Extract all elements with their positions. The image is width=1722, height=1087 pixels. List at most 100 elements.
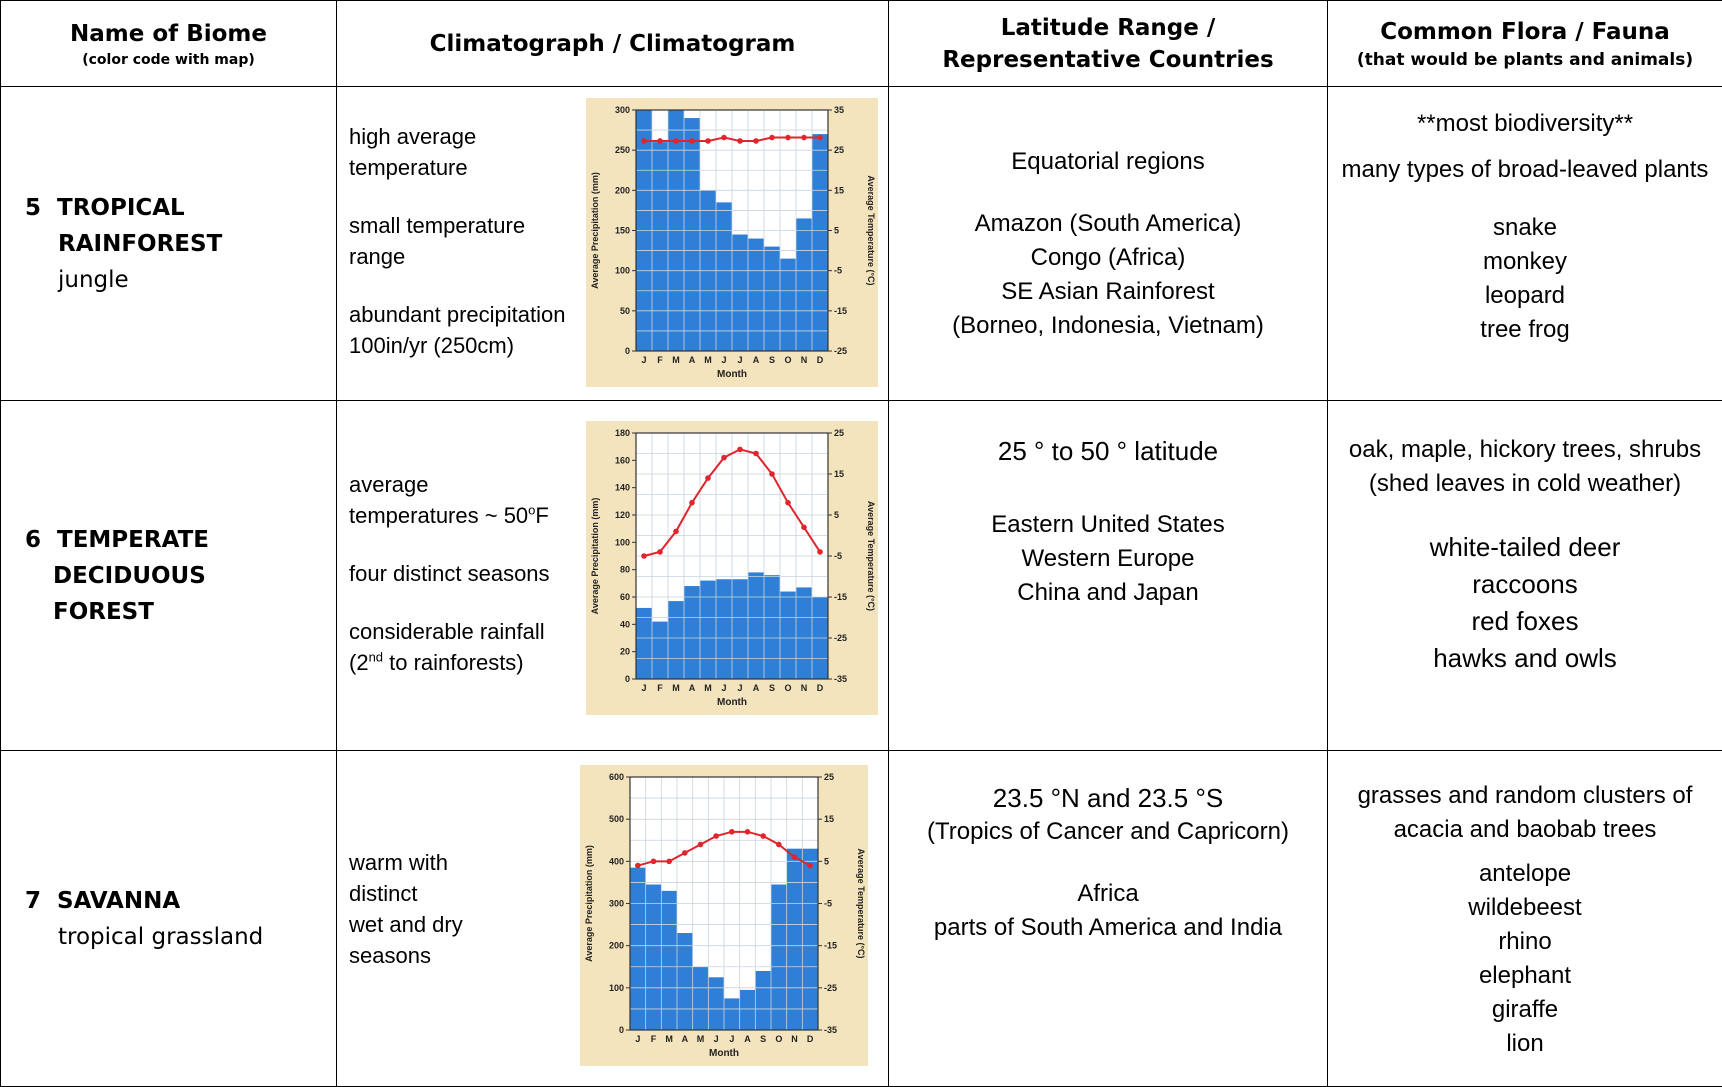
biome-number: 7 bbox=[25, 883, 49, 919]
temperature-point bbox=[753, 451, 759, 457]
y2-tick-label: 15 bbox=[824, 814, 834, 824]
x-tick-label: D bbox=[817, 355, 824, 365]
header-flora: Common Flora / Fauna (that would be plan… bbox=[1328, 1, 1722, 87]
x-tick-label: F bbox=[651, 1034, 657, 1044]
precipitation-bar bbox=[740, 990, 756, 1030]
x-tick-label: A bbox=[753, 355, 760, 365]
climate-line: high average bbox=[349, 121, 566, 152]
x-tick-label: A bbox=[689, 683, 696, 693]
x-tick-label: J bbox=[714, 1034, 719, 1044]
fauna-line: monkey bbox=[1328, 245, 1722, 279]
x-tick-label: M bbox=[704, 683, 712, 693]
precipitation-bar bbox=[652, 142, 668, 351]
header-latitude: Latitude Range / Representative Countrie… bbox=[889, 1, 1328, 87]
x-tick-label: S bbox=[769, 683, 775, 693]
y2-tick-label: -15 bbox=[834, 592, 847, 602]
y2-tick-label: 25 bbox=[834, 428, 844, 438]
precipitation-bar bbox=[780, 259, 796, 351]
x-tick-label: A bbox=[753, 683, 760, 693]
flora-line: **most biodiversity** bbox=[1328, 107, 1722, 141]
temperature-point bbox=[785, 135, 791, 141]
latitude-line: Western Europe bbox=[889, 542, 1327, 576]
header-name-sub: (color code with map) bbox=[1, 50, 336, 70]
temperature-point bbox=[635, 863, 641, 869]
x-tick-label: J bbox=[641, 683, 646, 693]
latitude-cell: 23.5 °N and 23.5 °S (Tropics of Cancer a… bbox=[889, 751, 1328, 1087]
climate-description: average temperatures ~ 50oF four distinc… bbox=[349, 469, 550, 678]
y2-tick-label: -5 bbox=[834, 551, 842, 561]
fauna-line: red foxes bbox=[1328, 603, 1722, 640]
fauna-line: hawks and owls bbox=[1328, 640, 1722, 677]
x-tick-label: J bbox=[729, 1034, 734, 1044]
temperature-point bbox=[769, 471, 775, 477]
latitude-cell: 25 ° to 50 ° latitude Eastern United Sta… bbox=[889, 401, 1328, 751]
climate-line: seasons bbox=[349, 940, 463, 971]
y-tick-label: 200 bbox=[615, 185, 630, 195]
temperature-point bbox=[760, 833, 766, 839]
latitude-line: China and Japan bbox=[889, 576, 1327, 610]
precipitation-bar bbox=[716, 579, 732, 679]
y-tick-label: 180 bbox=[615, 428, 630, 438]
y-axis-label: Average Precipitation (mm) bbox=[584, 845, 594, 962]
y-tick-label: 80 bbox=[620, 565, 630, 575]
y-tick-label: 150 bbox=[615, 226, 630, 236]
temperature-point bbox=[657, 549, 663, 555]
climate-line: range bbox=[349, 241, 566, 272]
climate-line: abundant precipitation bbox=[349, 299, 566, 330]
y2-tick-label: -15 bbox=[834, 306, 847, 316]
y-tick-label: 300 bbox=[609, 899, 624, 909]
flora-fauna-cell: oak, maple, hickory trees, shrubs (shed … bbox=[1328, 401, 1722, 751]
x-tick-label: J bbox=[737, 683, 742, 693]
y2-tick-label: 5 bbox=[824, 856, 829, 866]
flora-line: acacia and baobab trees bbox=[1328, 813, 1722, 847]
header-latitude-line1: Latitude Range / bbox=[889, 12, 1327, 44]
x-tick-label: S bbox=[769, 355, 775, 365]
x-tick-label: F bbox=[657, 355, 663, 365]
biome-name-line3: FOREST bbox=[25, 594, 336, 630]
flora-line: (shed leaves in cold weather) bbox=[1328, 467, 1722, 501]
climate-line: 100in/yr (250cm) bbox=[349, 330, 566, 361]
latitude-line: Amazon (South America) bbox=[889, 207, 1327, 241]
biome-name-line1: TROPICAL bbox=[57, 195, 185, 221]
biome-common-name: jungle bbox=[25, 262, 336, 298]
precipitation-bar bbox=[764, 247, 780, 351]
biome-number: 5 bbox=[25, 190, 49, 226]
header-name-title: Name of Biome bbox=[1, 18, 336, 50]
biome-name-line1: SAVANNA bbox=[57, 888, 180, 914]
precipitation-bar bbox=[771, 885, 787, 1030]
x-tick-label: J bbox=[721, 683, 726, 693]
temperature-point bbox=[641, 553, 647, 559]
biome-number: 6 bbox=[25, 522, 49, 558]
temperature-point bbox=[817, 135, 823, 141]
climate-description: high average temperature small temperatu… bbox=[349, 121, 566, 361]
temperature-point bbox=[769, 135, 775, 141]
climatograph-cell: average temperatures ~ 50oF four distinc… bbox=[337, 401, 889, 751]
x-tick-label: N bbox=[801, 355, 808, 365]
precipitation-bar bbox=[716, 202, 732, 351]
y-tick-label: 160 bbox=[615, 455, 630, 465]
climate-line: (2nd to rainforests) bbox=[349, 647, 550, 678]
biome-name-cell: 5 TROPICAL RAINFOREST jungle bbox=[1, 87, 337, 401]
temperature-point bbox=[776, 842, 782, 848]
biome-row-savanna: 7 SAVANNA tropical grassland warm with d… bbox=[1, 751, 1722, 1087]
y2-tick-label: -5 bbox=[824, 899, 832, 909]
x-tick-label: A bbox=[744, 1034, 751, 1044]
precipitation-bar bbox=[764, 575, 780, 679]
fauna-line: antelope bbox=[1328, 857, 1722, 891]
x-tick-label: D bbox=[817, 683, 824, 693]
precipitation-bar bbox=[787, 849, 803, 1030]
precipitation-bar bbox=[630, 868, 646, 1030]
x-tick-label: J bbox=[641, 355, 646, 365]
fauna-line: white-tailed deer bbox=[1328, 529, 1722, 566]
y-tick-label: 50 bbox=[620, 306, 630, 316]
header-climatograph: Climatograph / Climatogram bbox=[337, 1, 889, 87]
y2-tick-label: 25 bbox=[834, 145, 844, 155]
fauna-line: leopard bbox=[1328, 279, 1722, 313]
y-tick-label: 0 bbox=[619, 1025, 624, 1035]
precipitation-bar bbox=[812, 134, 828, 351]
temperature-point bbox=[682, 850, 688, 856]
flora-line: oak, maple, hickory trees, shrubs bbox=[1328, 433, 1722, 467]
latitude-line: Congo (Africa) bbox=[889, 241, 1327, 275]
x-tick-label: J bbox=[737, 355, 742, 365]
temperature-point bbox=[792, 854, 798, 860]
